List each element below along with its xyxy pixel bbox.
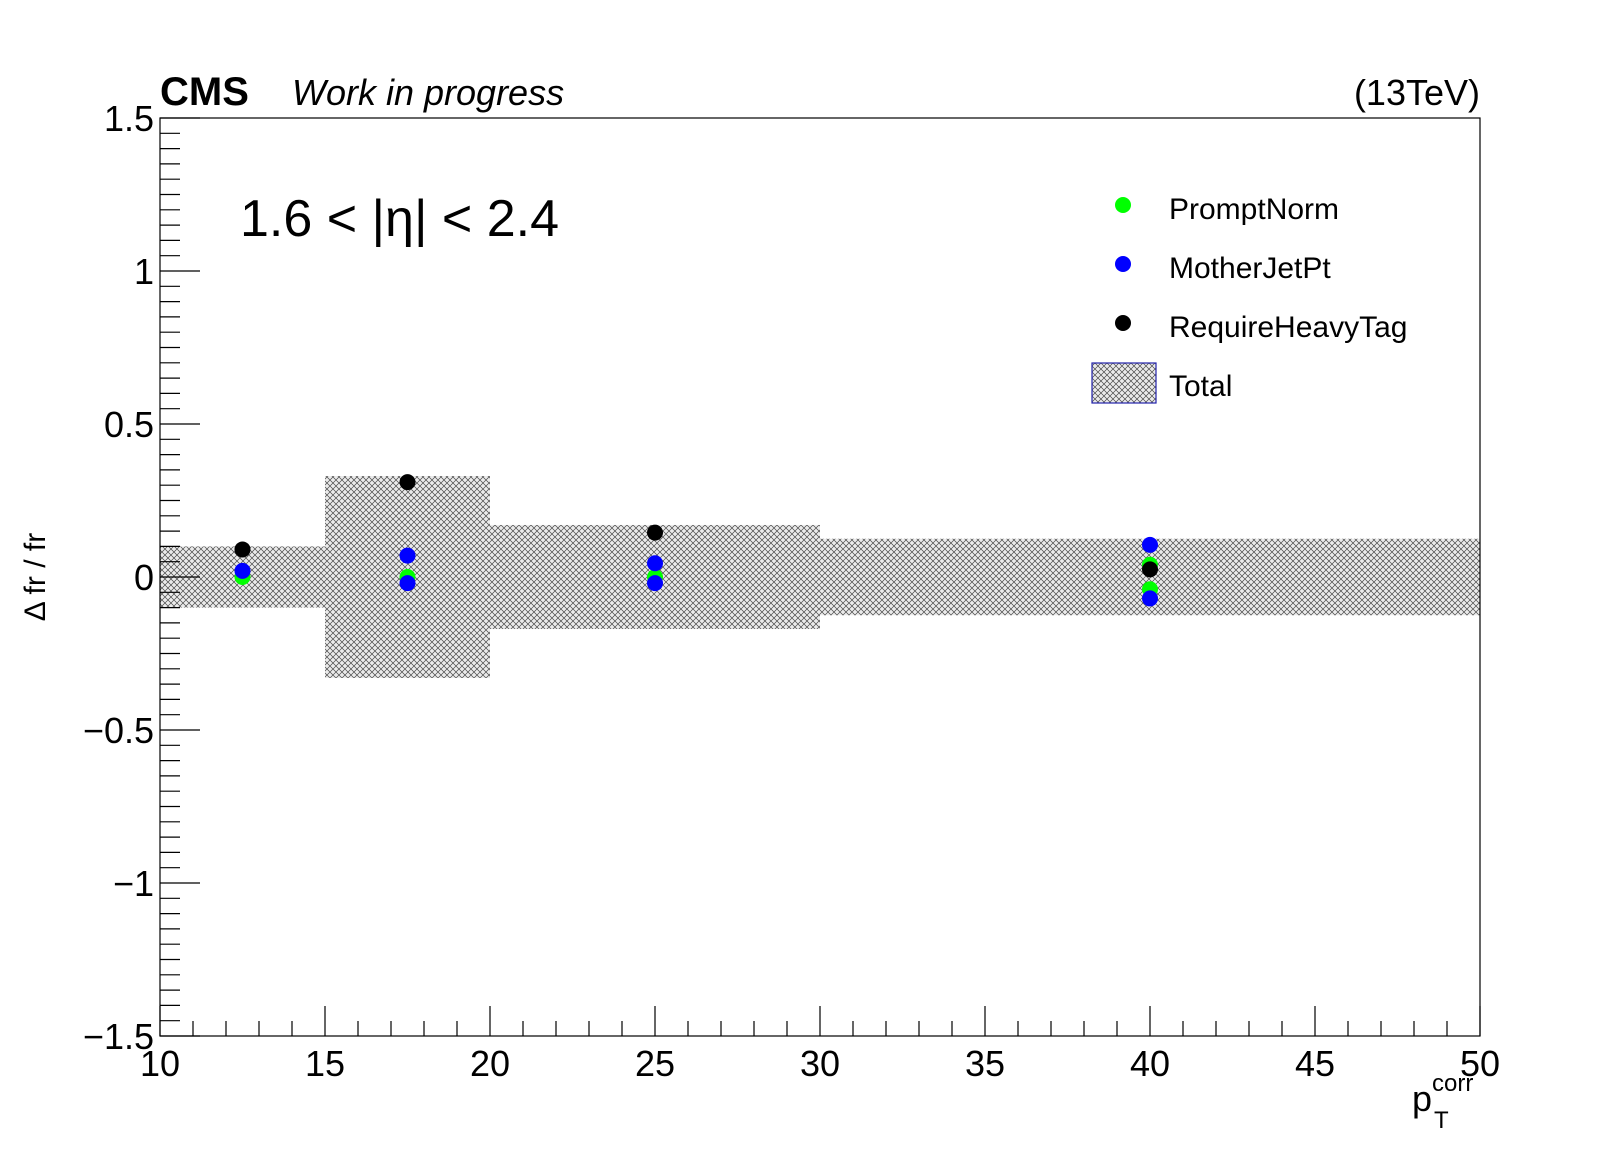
point-motherjetpt-2 [399,575,416,592]
y-axis-ticks: −1.5 −1 −0.5 0 0.5 1 1.5 [83,98,200,1057]
legend-label-promptnorm: PromptNorm [1169,193,1339,226]
y-axis-label: Δ fr / fr [19,533,52,621]
y-tick-label: −1 [113,863,154,904]
y-tick-label: 1 [134,251,154,292]
legend-label-motherjetpt: MotherJetPt [1169,252,1331,285]
y-tick-label: 0 [134,557,154,598]
point-requireheavytag-2 [647,524,663,541]
y-tick-label: −1.5 [83,1016,154,1057]
x-tick-label: 50 [1460,1043,1500,1084]
x-tick-label: 25 [635,1043,675,1084]
x-axis-label-main: p [1412,1078,1432,1119]
x-tick-label: 20 [470,1043,510,1084]
x-tick-label: 45 [1295,1043,1335,1084]
total-uncertainty-band [160,476,1480,678]
legend-label-total: Total [1169,370,1232,403]
eta-range-annotation: 1.6 < |η| < 2.4 [240,190,559,248]
point-requireheavytag-1 [399,474,416,491]
legend-marker-total [1091,362,1157,404]
experiment-label: CMS [160,70,249,114]
y-tick-label: 0.5 [104,404,154,445]
status-label: Work in progress [292,72,564,113]
legend-marker-requireheavytag [1115,315,1131,331]
x-tick-label: 35 [965,1043,1005,1084]
x-tick-label: 10 [140,1043,180,1084]
x-tick-label: 40 [1130,1043,1170,1084]
point-motherjetpt-6 [1142,590,1158,607]
legend-marker-promptnorm [1115,197,1131,213]
point-requireheavytag-0 [234,541,251,558]
x-axis-label: p [1412,1078,1432,1119]
data-points [234,474,1158,607]
point-requireheavytag-3 [1142,561,1158,578]
x-tick-label: 15 [305,1043,345,1084]
energy-label: (13TeV) [1354,72,1480,113]
point-motherjetpt-1 [399,547,416,564]
legend: PromptNorm MotherJetPt RequireHeavyTag T… [1091,193,1407,404]
y-tick-label: 1.5 [104,98,154,139]
point-motherjetpt-4 [647,575,663,592]
legend-label-requireheavytag: RequireHeavyTag [1169,311,1407,344]
point-motherjetpt-0 [234,562,251,579]
point-motherjetpt-5 [1142,536,1158,553]
x-axis-label-sub: T [1434,1107,1449,1134]
x-axis-label-sup: corr [1432,1070,1473,1097]
x-tick-label: 30 [800,1043,840,1084]
x-axis-ticks: 10 15 20 25 30 35 40 45 50 [140,1006,1500,1084]
point-motherjetpt-3 [647,555,663,572]
y-tick-label: −0.5 [83,710,154,751]
legend-marker-motherjetpt [1115,256,1131,272]
